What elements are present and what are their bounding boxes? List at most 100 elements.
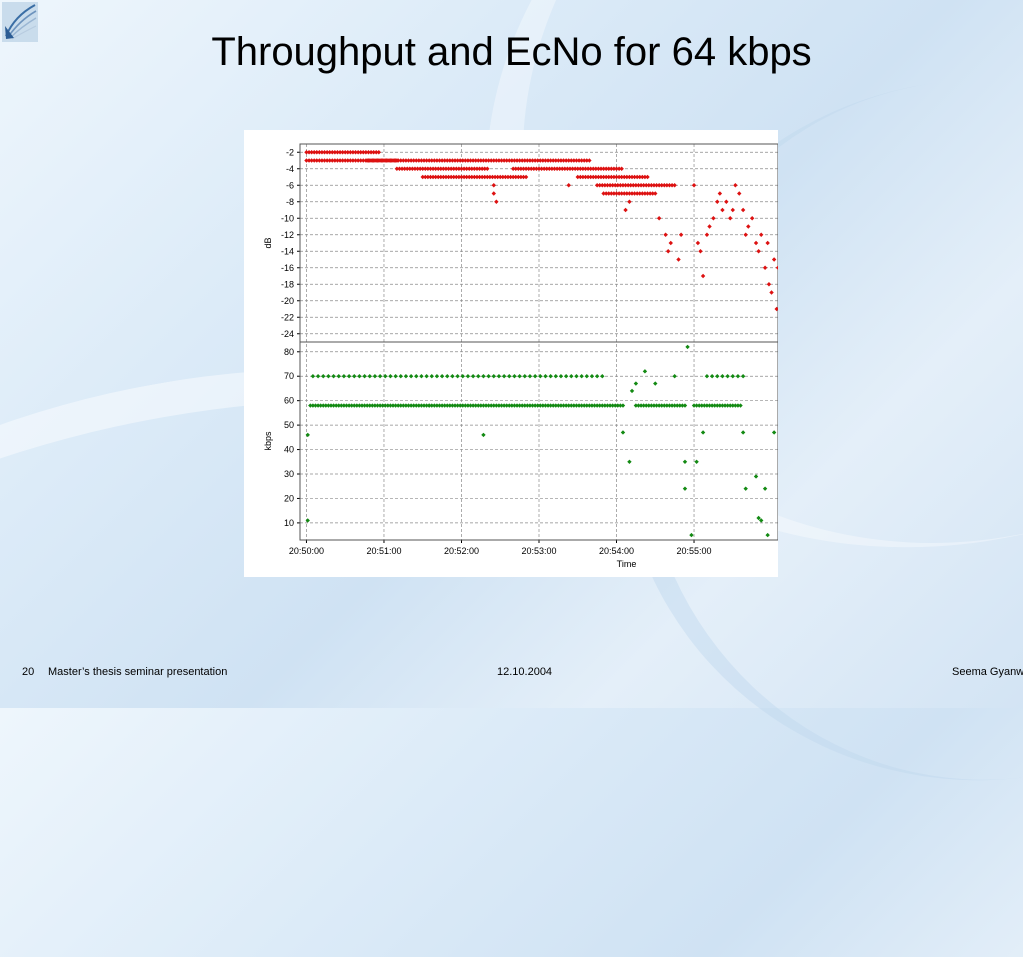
- throughput-point: [406, 403, 411, 408]
- throughput-point: [429, 403, 434, 408]
- ecno-point: [656, 216, 662, 221]
- throughput-point: [501, 403, 507, 408]
- throughput-point: [696, 403, 702, 408]
- throughput-point: [323, 403, 329, 408]
- ecno-point: [317, 158, 322, 163]
- throughput-point: [414, 374, 419, 379]
- ecno-point: [390, 158, 396, 163]
- y-tick-label: -14: [281, 246, 294, 256]
- throughput-point: [349, 403, 354, 408]
- throughput-point: [512, 374, 517, 379]
- ecno-point: [430, 166, 436, 171]
- ecno-point: [361, 150, 366, 155]
- throughput-point: [465, 403, 471, 408]
- throughput-point: [582, 403, 587, 408]
- throughput-point: [607, 403, 613, 408]
- ecno-point: [485, 174, 490, 180]
- throughput-point: [388, 403, 393, 408]
- ecno-point: [482, 166, 487, 171]
- ecno-point: [616, 191, 622, 196]
- throughput-point: [414, 403, 419, 408]
- throughput-point: [486, 374, 491, 379]
- ecno-point: [337, 158, 343, 163]
- throughput-point: [659, 403, 664, 408]
- ecno-point: [580, 166, 586, 171]
- ecno-point: [691, 183, 697, 188]
- y-tick-label: -22: [281, 312, 294, 322]
- ecno-point: [335, 158, 340, 163]
- throughput-point: [408, 403, 414, 408]
- ecno-point: [704, 232, 710, 237]
- ecno-throughput-chart: -2 -4 -6 -8 -10 -12 -14 -16 -18 -20 -22 -24 80 70 60 50…: [263, 143, 778, 569]
- throughput-point: [398, 374, 403, 379]
- ecno-point: [728, 216, 733, 221]
- ecno-point: [317, 150, 322, 155]
- ecno-point: [615, 183, 621, 188]
- throughput-point: [543, 374, 548, 379]
- throughput-point: [507, 374, 512, 379]
- throughput-point: [517, 374, 522, 379]
- ecno-point: [399, 166, 405, 171]
- x-tick-label: 20:54:00: [599, 546, 634, 556]
- x-tick-label: 20:52:00: [444, 546, 479, 556]
- throughput-point: [336, 374, 341, 379]
- throughput-point: [733, 403, 738, 408]
- ecno-point: [460, 158, 465, 163]
- ecno-point: [345, 158, 350, 163]
- ecno-point: [446, 174, 451, 180]
- y-tick-label: 20: [284, 493, 294, 503]
- throughput-point: [476, 403, 481, 408]
- ecno-point: [601, 166, 606, 171]
- x-tick-label: 20:50:00: [289, 546, 324, 556]
- throughput-point: [725, 403, 730, 408]
- throughput-point: [709, 403, 715, 408]
- ecno-point: [424, 158, 429, 163]
- ecno-point: [659, 183, 664, 188]
- ecno-point: [529, 166, 534, 171]
- throughput-point: [653, 381, 658, 386]
- ecno-point: [380, 158, 385, 163]
- ecno-point: [452, 158, 458, 163]
- ecno-point: [309, 150, 314, 155]
- throughput-point: [532, 374, 538, 379]
- ecno-point: [371, 150, 376, 155]
- ecno-point: [491, 191, 496, 196]
- y-tick-label: -2: [286, 147, 294, 157]
- ecno-point: [530, 158, 535, 163]
- throughput-point: [424, 403, 429, 408]
- throughput-point: [494, 403, 499, 408]
- throughput-point: [310, 374, 316, 379]
- ecno-point: [609, 166, 614, 171]
- ecno-point: [627, 199, 632, 204]
- ecno-point: [678, 232, 684, 237]
- ecno-point: [306, 158, 312, 163]
- throughput-point: [499, 403, 504, 408]
- throughput-point: [352, 403, 357, 408]
- ecno-point: [327, 158, 332, 163]
- ecno-point: [332, 150, 338, 155]
- ecno-point: [707, 224, 712, 229]
- throughput-point: [315, 374, 321, 379]
- throughput-point: [509, 403, 515, 408]
- throughput-point: [685, 344, 690, 350]
- throughput-point: [627, 459, 632, 464]
- throughput-point: [331, 374, 336, 379]
- x-tick-label: 20:55:00: [677, 546, 712, 556]
- throughput-point: [740, 374, 746, 379]
- throughput-point: [424, 374, 429, 379]
- throughput-point: [357, 403, 362, 408]
- ecno-point: [463, 158, 468, 163]
- ecno-point: [425, 174, 431, 180]
- throughput-point: [507, 403, 512, 408]
- ecno-point: [355, 150, 361, 155]
- ecno-point: [355, 158, 361, 163]
- throughput-point: [326, 374, 331, 379]
- ecno-point: [370, 158, 375, 163]
- throughput-point: [372, 403, 378, 408]
- ecno-point: [485, 166, 490, 171]
- x-axis-label: Time: [617, 559, 637, 569]
- ecno-point: [464, 174, 469, 180]
- throughput-point: [667, 403, 672, 408]
- ecno-point: [572, 166, 578, 171]
- ecno-point: [417, 166, 423, 171]
